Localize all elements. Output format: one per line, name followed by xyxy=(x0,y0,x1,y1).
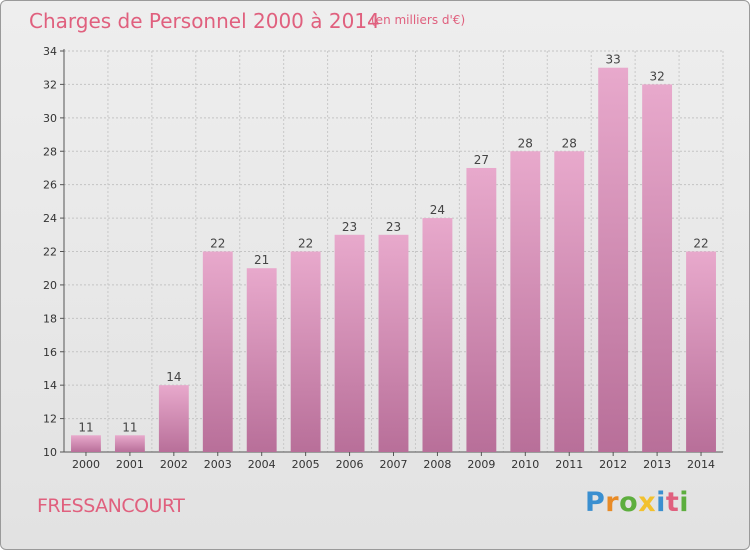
x-tick-label: 2014 xyxy=(687,458,715,471)
bar-value-label: 21 xyxy=(254,253,269,267)
x-tick-label: 2003 xyxy=(204,458,232,471)
bar-value-label: 22 xyxy=(298,237,313,251)
bar xyxy=(334,234,365,452)
x-tick-label: 2004 xyxy=(248,458,276,471)
x-tick-label: 2005 xyxy=(292,458,320,471)
y-tick-label: 28 xyxy=(43,145,57,158)
y-tick-label: 30 xyxy=(43,112,57,125)
bar xyxy=(290,251,321,452)
bar xyxy=(554,151,585,452)
x-tick-label: 2006 xyxy=(336,458,364,471)
x-tick-label: 2007 xyxy=(380,458,408,471)
bar xyxy=(246,268,277,452)
logo-letter: i xyxy=(656,487,666,518)
bar xyxy=(422,218,453,452)
bar xyxy=(202,251,233,452)
bar-value-label: 24 xyxy=(430,203,445,217)
bar-value-label: 28 xyxy=(518,136,533,150)
x-tick-label: 2013 xyxy=(643,458,671,471)
bar xyxy=(466,167,497,453)
labels: 11 11 14 22 21 22 23 23 24 27 28 28 33 32 22 xyxy=(78,53,708,435)
bar xyxy=(114,435,145,452)
bar xyxy=(686,251,716,452)
x-tick-label: 2001 xyxy=(116,458,144,471)
axes: 10 12 14 16 18 20 22 24 26 28 30 32 34 2000 2001 2002 20… xyxy=(43,45,723,471)
y-tick-label: 20 xyxy=(43,279,57,292)
y-tick-label: 22 xyxy=(43,246,57,259)
bar-value-label: 28 xyxy=(562,136,577,150)
bar xyxy=(510,151,541,452)
chart-title: Charges de Personnel 2000 à 2014 xyxy=(29,9,380,33)
y-tick-label: 18 xyxy=(43,312,57,325)
y-tick-label: 10 xyxy=(43,446,57,459)
y-tick-label: 24 xyxy=(43,212,57,225)
y-tick-label: 16 xyxy=(43,346,57,359)
logo-letter: r xyxy=(605,487,620,518)
x-tick-label: 2008 xyxy=(423,458,451,471)
y-tick-label: 34 xyxy=(43,45,57,58)
y-tick-label: 32 xyxy=(43,78,57,91)
logo-letter: o xyxy=(619,487,639,518)
x-tick-label: 2011 xyxy=(555,458,583,471)
x-tick-label: 2002 xyxy=(160,458,188,471)
bar-value-label: 22 xyxy=(693,237,708,251)
y-tick-label: 14 xyxy=(43,379,57,392)
bar-value-label: 27 xyxy=(474,153,489,167)
x-tick-label: 2000 xyxy=(72,458,100,471)
bar-value-label: 14 xyxy=(166,370,181,384)
bar xyxy=(378,234,409,452)
bar-value-label: 32 xyxy=(649,69,664,83)
logo-letter: x xyxy=(638,487,657,518)
x-tick-label: 2010 xyxy=(511,458,539,471)
logo-letter: t xyxy=(665,487,680,518)
bar xyxy=(598,67,629,452)
bar xyxy=(71,435,101,452)
x-tick-label: 2012 xyxy=(599,458,627,471)
proxiti-logo: Proxiti xyxy=(585,487,689,518)
commune-name: FRESSANCOURT xyxy=(37,495,185,517)
bar-value-label: 11 xyxy=(122,420,137,434)
bar-value-label: 11 xyxy=(78,420,93,434)
bar-value-label: 23 xyxy=(342,220,357,234)
bar xyxy=(642,84,673,453)
bar xyxy=(158,385,189,452)
bar-value-label: 22 xyxy=(210,237,225,251)
logo-letter: P xyxy=(585,487,606,518)
bars xyxy=(71,67,716,453)
logo-letter: i xyxy=(679,487,690,518)
chart-subtitle: (en milliers d'€) xyxy=(371,13,466,27)
bar-value-label: 23 xyxy=(386,220,401,234)
x-tick-label: 2009 xyxy=(467,458,495,471)
y-tick-label: 26 xyxy=(43,179,57,192)
bar-value-label: 33 xyxy=(606,53,621,67)
y-tick-label: 12 xyxy=(43,413,57,426)
